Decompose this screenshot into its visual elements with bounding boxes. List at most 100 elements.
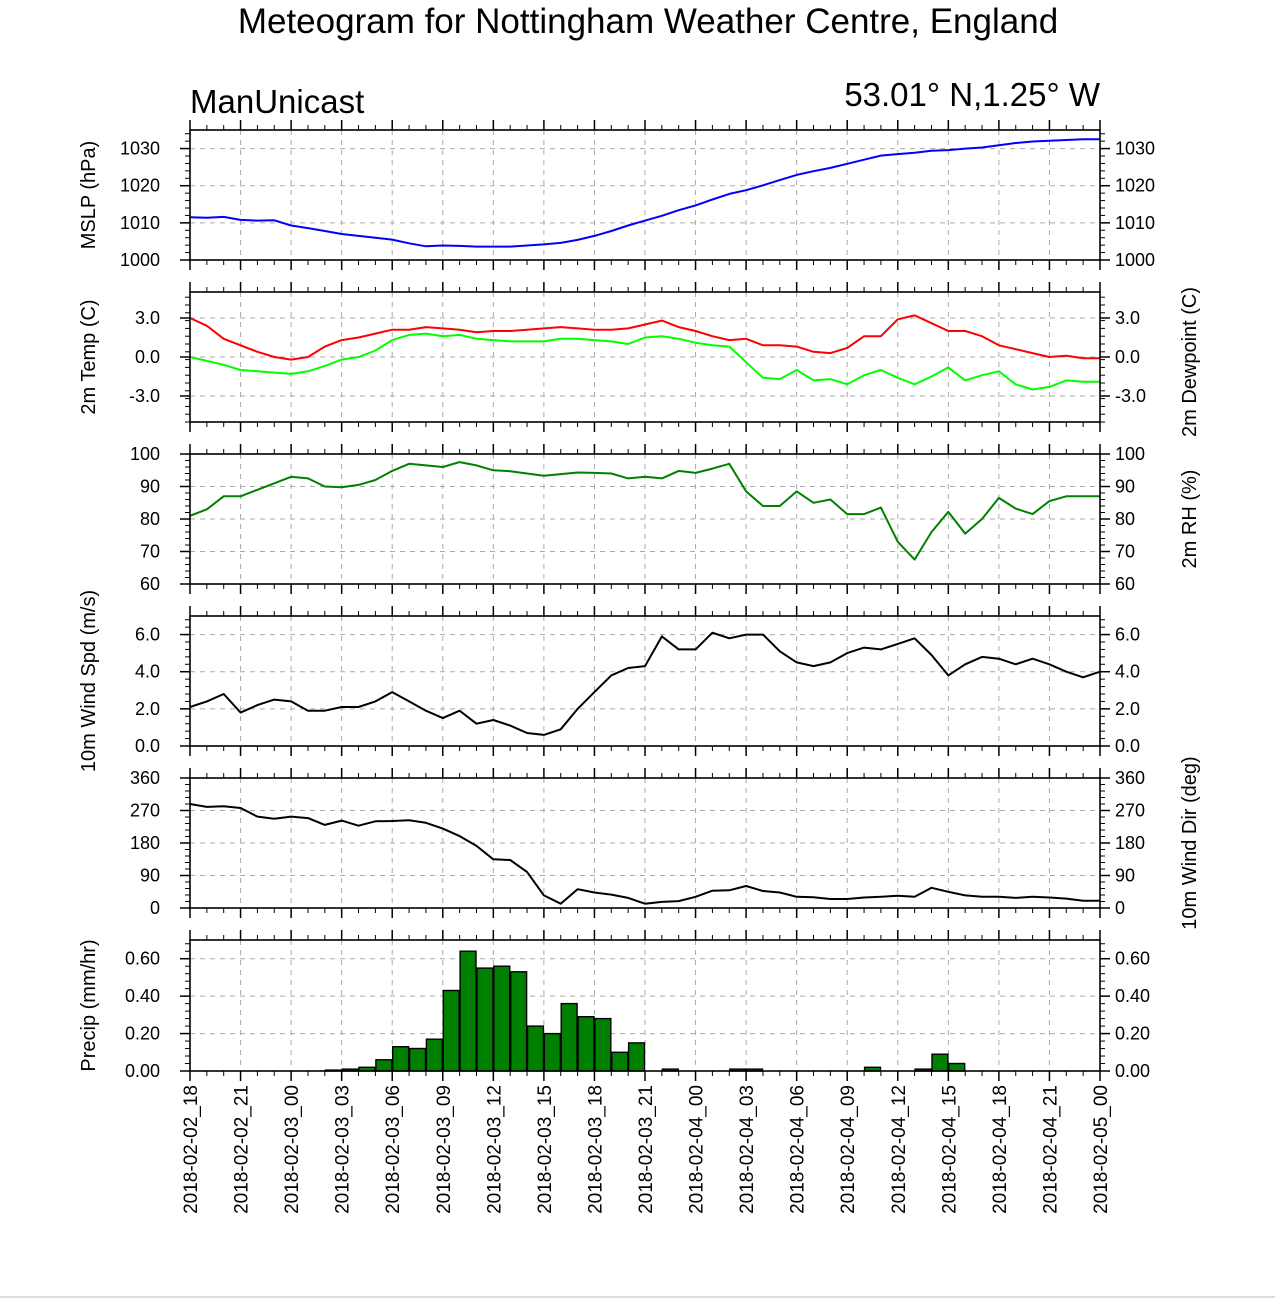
y-tick-label-right: -3.0 [1115,386,1146,406]
x-tick-label: 2018-02-03_03 [333,1085,354,1214]
precip-bar [425,1038,443,1072]
precip-bar [392,1045,410,1072]
y-tick-label: 1030 [120,139,160,159]
x-tick-label: 2018-02-03_15 [535,1085,556,1214]
series-line-4-1 [189,631,1101,736]
y-tick-label: 1010 [120,213,160,233]
y-tick-label-right: 90 [1115,866,1135,886]
y-tick-label-right: 60 [1115,574,1135,594]
panel-3: 60 60 70 70 80 80 90 90 100 100 2m RH (%) [130,444,1201,594]
precip-bar [526,1025,545,1072]
x-tick-label: 2018-02-04_12 [889,1085,910,1214]
y-tick-label-right: 270 [1115,801,1145,821]
y-tick-label-right: 1000 [1115,250,1155,270]
y-tick-label: 2.0 [135,699,160,719]
y-tick-label: 0.40 [125,986,160,1006]
y-axis-title-right: 2m Dewpoint (C) [1179,287,1201,437]
precip-bar [594,1017,612,1072]
y-tick-label: 70 [140,542,160,562]
y-tick-label-right: 0.40 [1115,986,1150,1006]
precip-bar [408,1047,427,1072]
x-tick-label: 2018-02-04_18 [990,1085,1011,1214]
y-tick-label: 0.60 [125,949,160,969]
x-axis-labels: 2018-02-02_18 2018-02-02_21 2018-02-03_00 2… [181,1085,1112,1214]
precip-bar [931,1053,949,1072]
x-tick-label: 2018-02-04_06 [788,1085,809,1214]
y-tick-label: 360 [130,768,160,788]
y-tick-label-right: 0.00 [1115,1061,1150,1081]
y-tick-label-right: 6.0 [1115,625,1140,645]
x-tick-label: 2018-02-02_21 [232,1085,253,1214]
panel-5: 0 0 90 90 180 180 270 270 360 360 10m Wind Dir (de… [130,756,1201,929]
x-tick-label: 2018-02-03_12 [484,1085,505,1214]
y-tick-label: 180 [130,833,160,853]
y-tick-label: 0.0 [135,736,160,756]
y-tick-label-right: 0.0 [1115,347,1140,367]
y-tick-label-right: 0.20 [1115,1024,1150,1044]
y-tick-label-right: 2.0 [1115,699,1140,719]
model-label: ManUnicast [190,83,364,120]
y-tick-label-right: 3.0 [1115,308,1140,328]
y-tick-label: 100 [130,444,160,464]
precip-bar [543,1032,562,1072]
y-tick-label-right: 0.0 [1115,736,1140,756]
y-tick-label-right: 1010 [1115,213,1155,233]
precip-bar [510,971,528,1072]
x-tick-label: 2018-02-02_18 [181,1085,202,1214]
x-tick-label: 2018-02-03_18 [585,1085,606,1214]
series-line-5-1 [189,803,1100,905]
precip-bar [577,1016,595,1072]
y-tick-label: 1020 [120,176,160,196]
precip-bar [611,1051,629,1072]
chart-title: Meteogram for Nottingham Weather Centre,… [238,2,1058,41]
y-tick-label: 3.0 [135,308,160,328]
x-tick-label: 2018-02-05_00 [1091,1085,1112,1214]
precip-bar [459,950,477,1072]
location-label: 53.01° N,1.25° W [844,76,1101,113]
precip-bar [493,965,511,1072]
series-line-2-2 [189,332,1100,391]
panel-4: 0.0 0.0 2.0 2.0 4.0 4.0 6.0 6.0 10m Wind Spd (m/… [78,590,1140,772]
panel-1: 1000 1000 1010 1010 1020 1020 1030 1030 MSLP (hP… [78,120,1155,270]
series-line-1-1 [189,138,1100,248]
y-tick-label-right: 360 [1115,768,1145,788]
y-tick-label-right: 1030 [1115,139,1155,159]
y-tick-label: 90 [140,866,160,886]
x-tick-label: 2018-02-04_03 [737,1085,758,1214]
y-tick-label: 1000 [120,250,160,270]
x-tick-label: 2018-02-04_21 [1040,1085,1061,1214]
y-axis-title: 2m Temp (C) [78,299,100,414]
y-tick-label: 0.20 [125,1024,160,1044]
y-tick-label-right: 80 [1115,509,1135,529]
y-tick-label: 0 [150,898,160,918]
y-tick-label-right: 1020 [1115,176,1155,196]
y-tick-label: 90 [140,477,160,497]
precip-bar [948,1062,966,1072]
y-tick-label: -3.0 [129,386,160,406]
y-tick-label-right: 70 [1115,542,1135,562]
precip-bar [560,1002,578,1072]
x-tick-label: 2018-02-03_00 [282,1085,303,1214]
panel-6: 0.00 0.00 0.20 0.20 0.40 0.40 0.60 0.60 Precip (… [78,930,1150,1081]
y-tick-label-right: 4.0 [1115,662,1140,682]
y-tick-label: 270 [130,801,160,821]
y-tick-label: 80 [140,509,160,529]
y-tick-label-right: 180 [1115,833,1145,853]
x-tick-label: 2018-02-03_09 [434,1085,455,1214]
panel-2: -3.0 -3.0 0.0 0.0 3.0 3.0 2m Temp (C) 2m Dewpoi… [78,282,1201,437]
x-tick-label: 2018-02-04_00 [687,1085,708,1214]
y-axis-title: Precip (mm/hr) [78,939,100,1071]
y-axis-title: MSLP (hPa) [78,141,100,250]
y-axis-title: 10m Wind Spd (m/s) [78,590,100,772]
y-axis-title: 10m Wind Dir (deg) [1179,756,1201,929]
y-axis-title: 2m RH (%) [1179,470,1201,569]
y-tick-label-right: 90 [1115,477,1135,497]
y-tick-label-right: 0.60 [1115,949,1150,969]
x-tick-label: 2018-02-03_21 [636,1085,657,1214]
x-tick-label: 2018-02-04_09 [838,1085,859,1214]
x-tick-label: 2018-02-03_06 [383,1085,404,1214]
series-line-2-1 [189,314,1100,361]
y-tick-label: 6.0 [135,625,160,645]
